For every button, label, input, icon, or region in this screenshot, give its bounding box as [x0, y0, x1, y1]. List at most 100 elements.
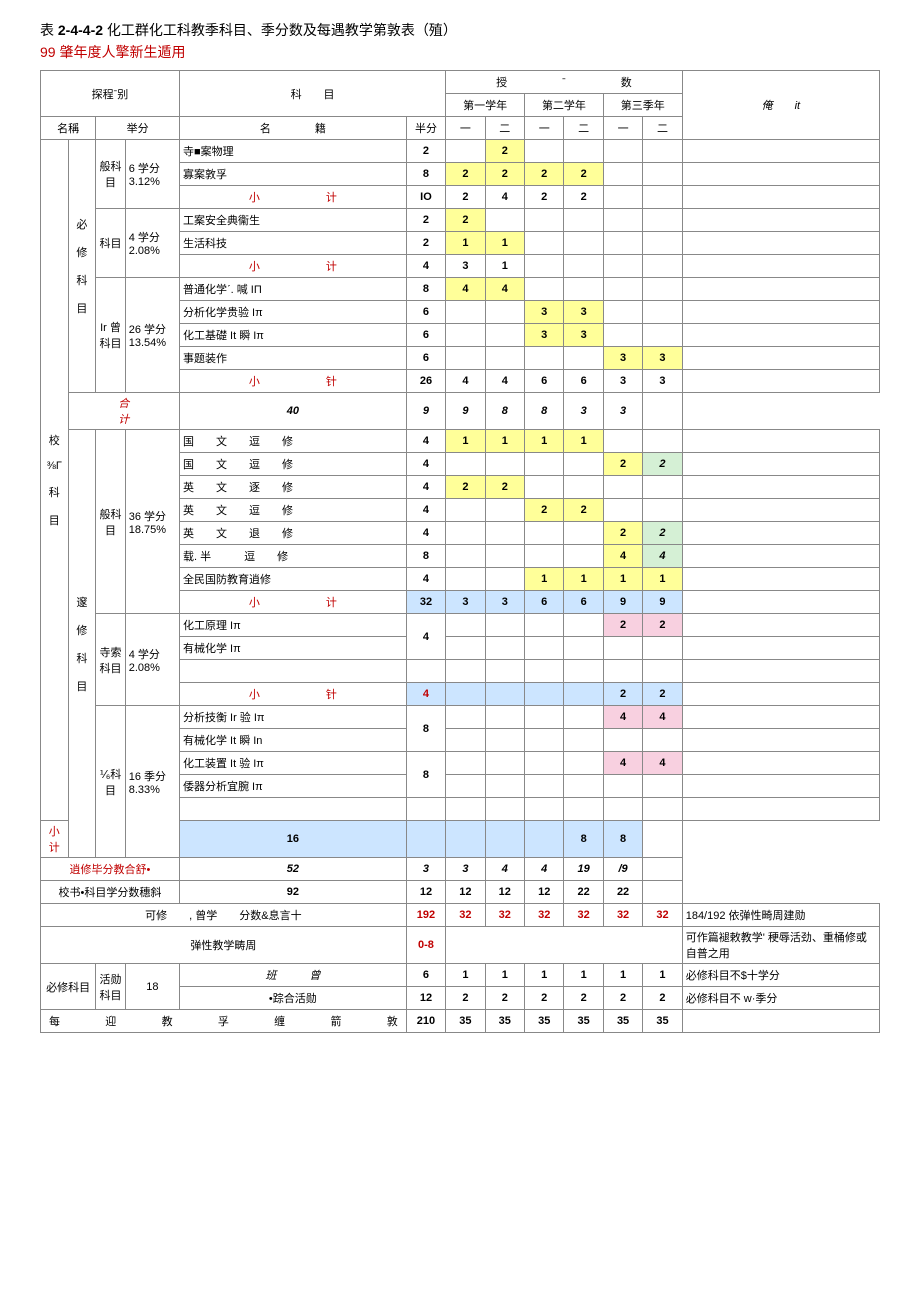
sem-cell: 1 [564, 430, 603, 453]
sem-cell [603, 163, 642, 186]
title-prefix: 表 [40, 22, 58, 38]
sem-cell [446, 637, 485, 660]
sem-cell [485, 301, 524, 324]
credit-cell: 52 [179, 858, 406, 881]
note-cell [682, 140, 879, 163]
sem-cell: 3 [643, 370, 682, 393]
sem-cell [525, 729, 564, 752]
sem-cell [603, 301, 642, 324]
credit-cell: 8 [406, 278, 445, 301]
credit-cell [406, 660, 445, 683]
note-cell: 必修科目不$十学分 [682, 964, 879, 987]
sem-cell: 1 [446, 430, 485, 453]
credit-cell: 6 [406, 324, 445, 347]
note-cell [643, 858, 682, 881]
hdr-s4: 二 [564, 117, 603, 140]
sem-cell: 2 [564, 499, 603, 522]
sem-cell [525, 798, 564, 821]
sem-cell [525, 775, 564, 798]
sem-cell [485, 683, 524, 706]
note-cell [682, 637, 879, 660]
note-cell [682, 752, 879, 775]
subject-cell: 全民国防教育逍修 [179, 568, 406, 591]
sem-cell: 19 [564, 858, 603, 881]
sem-cell: 1 [603, 964, 642, 987]
sem-cell: 3 [564, 393, 603, 430]
sem-cell: 32 [485, 904, 524, 927]
act-req-label: 必修科目 [41, 964, 96, 1010]
sem-cell: 32 [446, 904, 485, 927]
credit-cell: 4 [406, 476, 445, 499]
sem-cell: 2 [564, 163, 603, 186]
sem-cell: 2 [603, 453, 642, 476]
sem-cell: 6 [564, 591, 603, 614]
subject-cell: 倭器分析宜腕 Iπ [179, 775, 406, 798]
sem-cell [564, 752, 603, 775]
credit-cell [406, 798, 445, 821]
sem-cell: 2 [525, 499, 564, 522]
sem-cell [446, 347, 485, 370]
sem-cell [564, 232, 603, 255]
sem-cell: 3 [446, 255, 485, 278]
sem-cell [485, 347, 524, 370]
sem-cell [525, 706, 564, 729]
subject-cell: 有械化学 It 瞬 In [179, 729, 406, 752]
sem-cell: 4 [446, 370, 485, 393]
credit-cell: 4 [406, 683, 445, 706]
subject-cell: 化工装置 It 验 Iπ [179, 752, 406, 775]
grp-exp2-credit: 16 季分 8.33% [125, 706, 179, 858]
sem-cell: 2 [485, 987, 524, 1010]
grp-exp1: Ir 曾科目 [96, 278, 126, 393]
sem-cell [643, 660, 682, 683]
sem-cell [525, 278, 564, 301]
sem-cell [525, 476, 564, 499]
sem-cell [643, 476, 682, 499]
note-cell: 可作篇褪敕教学' 稉辱活劲、重桶修或自普之用 [682, 927, 879, 964]
grp-gen2-credit: 36 学分 18.75% [125, 430, 179, 614]
sem-cell: 2 [603, 614, 642, 637]
sem-cell: 22 [564, 881, 603, 904]
sem-cell: 35 [485, 1010, 524, 1033]
hdr-year3: 第三季年 [603, 94, 682, 117]
sem-cell: 4 [485, 858, 524, 881]
hdr-name-sub: 名 籍 [179, 117, 406, 140]
sem-cell [485, 798, 524, 821]
subject-cell: 工案安全典衞生 [179, 209, 406, 232]
sem-cell [525, 545, 564, 568]
sem-cell [446, 706, 485, 729]
sem-cell: 2 [564, 987, 603, 1010]
note-cell [682, 278, 879, 301]
sem-cell [485, 729, 524, 752]
sem-cell: 1 [446, 964, 485, 987]
sem-cell: 3 [406, 858, 445, 881]
note-cell [682, 453, 879, 476]
sem-cell [603, 209, 642, 232]
subject-cell: 生活科技 [179, 232, 406, 255]
sem-cell [564, 140, 603, 163]
sem-cell: 2 [485, 140, 524, 163]
sem-cell [485, 568, 524, 591]
sem-cell [564, 683, 603, 706]
sem-cell [525, 752, 564, 775]
sem-cell: 4 [603, 545, 642, 568]
sem-cell: 4 [643, 752, 682, 775]
credit-cell: 2 [406, 232, 445, 255]
sem-cell: 1 [525, 568, 564, 591]
credit-cell: 8 [406, 163, 445, 186]
note-cell [682, 430, 879, 453]
hdr-credit-col: 举分 [96, 117, 180, 140]
sem-cell [446, 821, 485, 858]
vert-elective: 邃修科目 [68, 430, 96, 858]
sem-cell: /9 [603, 858, 642, 881]
sem-cell: 12 [525, 881, 564, 904]
subject-cell: 英 文 退 修 [179, 522, 406, 545]
note-cell [682, 232, 879, 255]
sem-cell: 4 [603, 706, 642, 729]
sem-cell: 2 [446, 476, 485, 499]
sem-cell: 3 [564, 324, 603, 347]
credit-cell: 4 [406, 568, 445, 591]
sem-cell: 4 [525, 858, 564, 881]
sem-cell [603, 186, 642, 209]
sem-cell [564, 775, 603, 798]
subject-cell: 英 文 逐 修 [179, 476, 406, 499]
